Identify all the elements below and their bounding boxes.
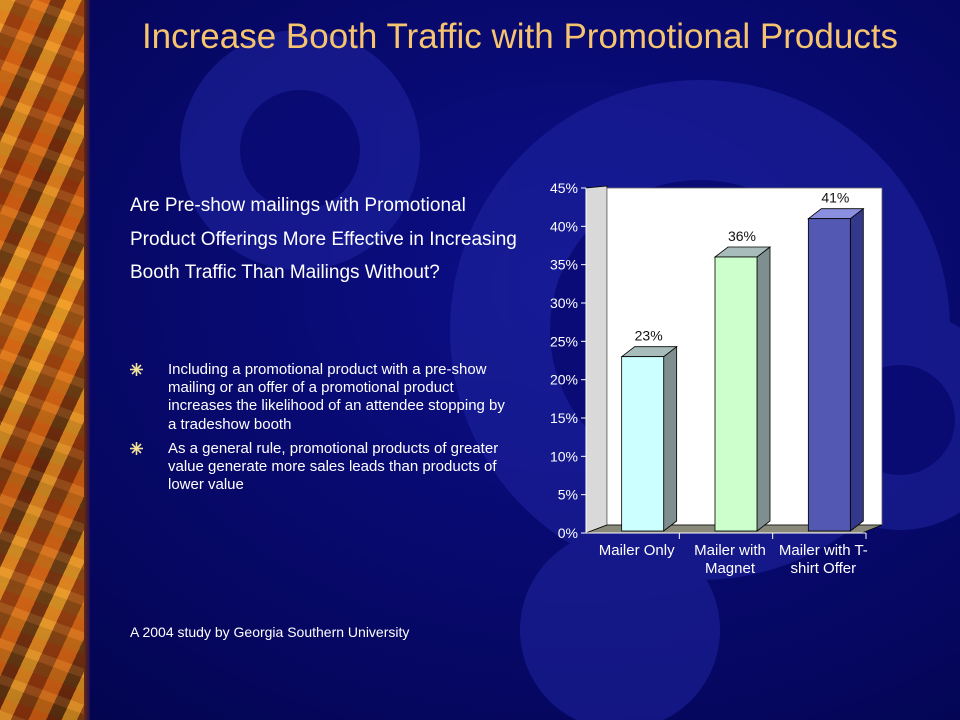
bar-side — [756, 246, 771, 532]
data-label: 23% — [635, 328, 663, 344]
bullet-list: Including a promotional product with a p… — [130, 361, 510, 500]
decorative-sidebar — [0, 0, 88, 720]
data-label: 36% — [728, 228, 756, 244]
star-bullet-icon — [130, 363, 143, 376]
category-label: Mailer with T- — [779, 542, 868, 559]
bar — [714, 256, 758, 532]
sidebar-edge — [84, 0, 90, 720]
y-tick-label: 15% — [550, 410, 578, 426]
source-note: A 2004 study by Georgia Southern Univers… — [130, 624, 410, 640]
y-tick-label: 0% — [558, 525, 578, 541]
bar-chart: 0% 5% 10% 15% 20% 25% 30% 35% 40% 45% 23% Mailer On… — [550, 180, 883, 577]
bar — [621, 356, 665, 532]
question-text: Are Pre-show mailings with Promotional P… — [130, 195, 517, 283]
slide-title: Increase Booth Traffic with Promotional … — [141, 17, 899, 56]
category-label: shirt Offer — [791, 560, 857, 577]
bullet-text: As a general rule, promotional products … — [168, 439, 499, 494]
chart-side-wall — [585, 185, 608, 534]
y-tick-label: 45% — [550, 180, 578, 196]
category-label: Mailer Only — [599, 542, 675, 559]
star-bullet-icon — [130, 441, 143, 455]
bar-side — [849, 207, 864, 532]
y-tick-label: 30% — [550, 295, 578, 311]
bullet-text: Including a promotional product with a p… — [168, 361, 505, 433]
y-tick-label: 40% — [550, 218, 578, 234]
y-tick-label: 25% — [550, 333, 578, 349]
y-tick-label: 20% — [550, 372, 578, 388]
y-tick-label: 35% — [550, 257, 578, 273]
bar — [807, 218, 851, 532]
category-label: Magnet — [705, 560, 756, 577]
bullet-item: As a general rule, promotional products … — [130, 440, 510, 495]
category-label: Mailer with — [694, 542, 766, 559]
y-tick-label: 5% — [558, 487, 578, 503]
bullet-item: Including a promotional product with a p… — [130, 361, 510, 434]
y-tick-label: 10% — [550, 448, 578, 464]
bar-side — [663, 345, 678, 532]
data-label: 41% — [821, 190, 849, 206]
